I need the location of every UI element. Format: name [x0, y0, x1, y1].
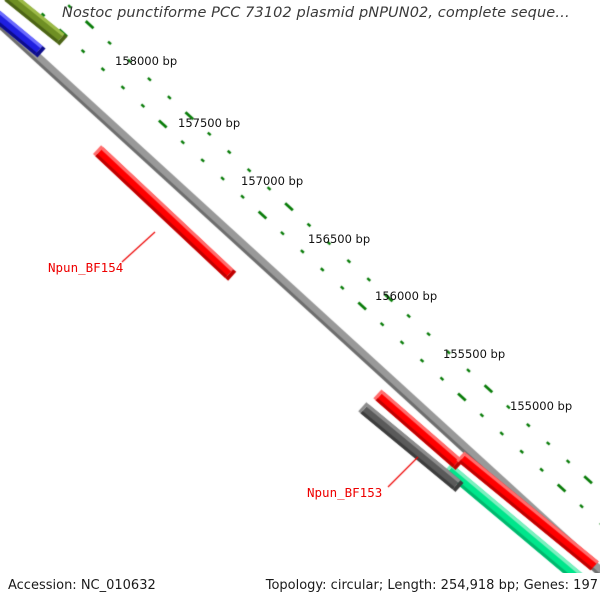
axis-tick-label: 157500 bp: [178, 116, 241, 130]
genome-info-label: Topology: circular; Length: 254,918 bp; …: [265, 578, 598, 593]
axis-tick-label: 156000 bp: [375, 289, 438, 303]
axis-tick-label: 156500 bp: [308, 232, 371, 246]
status-bar-background: [0, 573, 600, 600]
accession-label: Accession: NC_010632: [8, 578, 156, 593]
axis-tick-label: 155500 bp: [443, 347, 506, 361]
axis-tick-label: 157000 bp: [241, 174, 304, 188]
axis-tick-label: 155000 bp: [510, 399, 573, 413]
axis-tick-label: 158000 bp: [115, 54, 178, 68]
feature-label-npun_bf153[interactable]: Npun_BF153: [307, 485, 383, 500]
feature-label-npun_bf154[interactable]: Npun_BF154: [48, 260, 124, 275]
status-bar: Accession: NC_010632 Topology: circular;…: [0, 565, 600, 600]
